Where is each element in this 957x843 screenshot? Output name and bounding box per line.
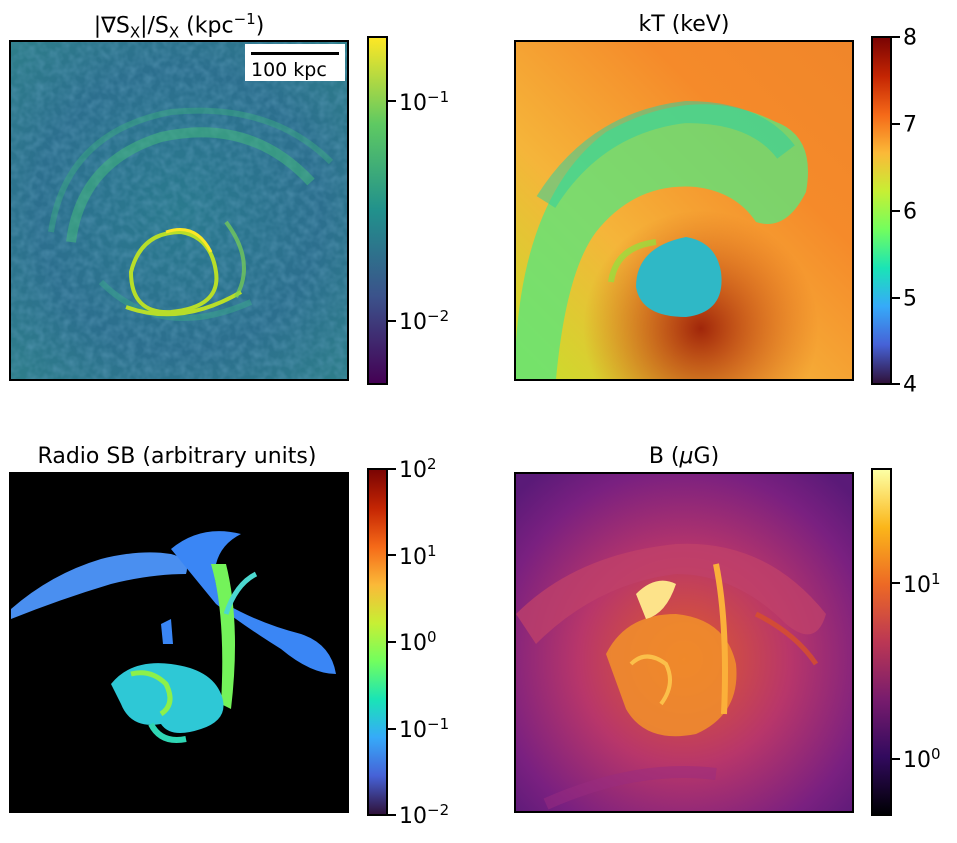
temperature-colorbar xyxy=(871,36,892,385)
radio-colorbar-tick xyxy=(388,554,396,556)
temperature-colorbar-tick xyxy=(892,297,900,299)
radio-map xyxy=(9,472,349,813)
radio-colorbar-tick xyxy=(388,728,396,730)
radio-colorbar-tick-label: 100 xyxy=(399,627,437,657)
radio-colorbar-tick xyxy=(388,814,396,816)
temperature-colorbar-tick xyxy=(892,36,900,38)
bfield-colorbar-tick-label: 100 xyxy=(903,744,941,774)
gradient-colorbar xyxy=(367,36,388,385)
scale-bar: 100 kpc xyxy=(245,44,345,81)
temperature-panel-title: kT (keV) xyxy=(638,12,730,37)
radio-panel-title: Radio SB (arbitrary units) xyxy=(37,444,317,469)
temperature-colorbar-tick xyxy=(892,383,900,385)
radio-colorbar xyxy=(367,468,388,816)
gradient-colorbar-tick xyxy=(388,320,396,322)
bfield-colorbar-tick-label: 101 xyxy=(903,569,941,599)
bfield-colorbar xyxy=(871,468,892,816)
bfield-map xyxy=(514,472,854,813)
temperature-colorbar-tick-label: 8 xyxy=(903,25,917,51)
gradient-panel-title: |∇SX|/SX (kpc−1) xyxy=(93,10,265,42)
temperature-colorbar-tick-label: 7 xyxy=(903,112,917,138)
radio-colorbar-tick-label: 101 xyxy=(399,541,437,571)
temperature-colorbar-tick-label: 5 xyxy=(903,286,917,312)
bfield-panel-title: B (μG) xyxy=(648,444,720,469)
radio-colorbar-tick-label: 10−2 xyxy=(399,800,450,830)
radio-colorbar-tick-label: 102 xyxy=(399,454,437,484)
gradient-colorbar-tick-label: 10−2 xyxy=(399,306,450,336)
temperature-colorbar-tick-label: 6 xyxy=(903,199,917,225)
gradient-colorbar-tick-label: 10−1 xyxy=(399,87,450,117)
radio-colorbar-tick xyxy=(388,641,396,643)
temperature-colorbar-tick xyxy=(892,123,900,125)
temperature-colorbar-tick-label: 4 xyxy=(903,372,917,398)
scale-bar-line xyxy=(251,52,339,55)
gradient-colorbar-tick xyxy=(388,100,396,102)
scale-bar-label: 100 kpc xyxy=(251,59,327,81)
radio-colorbar-tick-label: 10−1 xyxy=(399,714,450,744)
bfield-colorbar-tick xyxy=(892,758,900,760)
radio-colorbar-tick xyxy=(388,468,396,470)
temperature-colorbar-tick xyxy=(892,210,900,212)
bfield-colorbar-tick xyxy=(892,582,900,584)
temperature-map xyxy=(514,40,854,381)
gradient-map: 100 kpc xyxy=(9,40,349,381)
